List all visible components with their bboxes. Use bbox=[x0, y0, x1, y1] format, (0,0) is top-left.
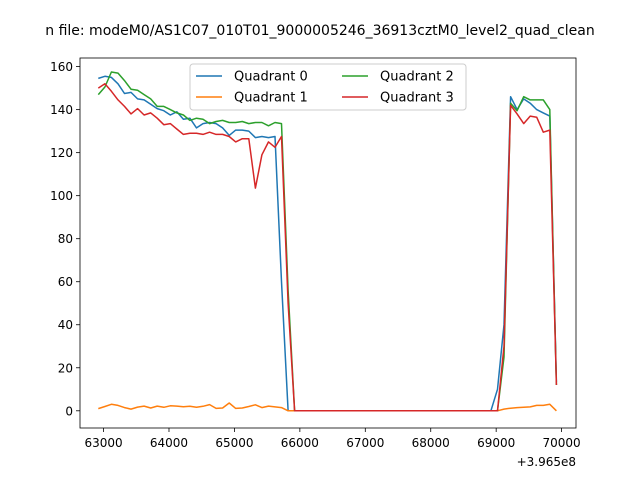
y-tick-label: 0 bbox=[65, 404, 73, 418]
series-line-2 bbox=[97, 71, 558, 412]
legend-label-0: Quadrant 0 bbox=[234, 70, 308, 85]
series-line-0 bbox=[98, 75, 558, 412]
y-axis-ticks: 0 20 40 60 80 100 120 140 160 bbox=[50, 60, 80, 418]
x-tick-label: 68000 bbox=[412, 436, 450, 450]
y-tick-label: 80 bbox=[58, 232, 73, 246]
x-tick-label: 64000 bbox=[150, 436, 188, 450]
y-tick-label: 40 bbox=[58, 318, 73, 332]
series-line-1 bbox=[98, 402, 557, 412]
series-line-3 bbox=[97, 83, 558, 412]
x-tick-label: 63000 bbox=[84, 436, 122, 450]
y-tick-label: 100 bbox=[50, 189, 73, 203]
y-tick-label: 120 bbox=[50, 146, 73, 160]
x-axis-ticks: 63000 64000 65000 66000 67000 68000 69000 70000 bbox=[84, 428, 581, 450]
x-tick-label: 66000 bbox=[281, 436, 319, 450]
chart-title: n file: modeM0/AS1C07_010T01_9000005246_… bbox=[45, 23, 594, 39]
x-tick-label: 67000 bbox=[346, 436, 384, 450]
y-tick-label: 140 bbox=[50, 103, 73, 117]
x-tick-label: 65000 bbox=[215, 436, 253, 450]
x-tick-label: 70000 bbox=[543, 436, 581, 450]
y-tick-label: 20 bbox=[58, 361, 73, 375]
plot-series bbox=[97, 71, 558, 412]
y-tick-label: 60 bbox=[58, 275, 73, 289]
legend-label-3: Quadrant 3 bbox=[380, 91, 454, 106]
plot-frame bbox=[79, 57, 577, 429]
legend: Quadrant 0 Quadrant 1 Quadrant 2 Quadrant 3 bbox=[189, 63, 467, 111]
y-tick-label: 160 bbox=[50, 60, 73, 74]
legend-label-1: Quadrant 1 bbox=[234, 91, 308, 106]
legend-box bbox=[189, 63, 467, 111]
x-tick-label: 69000 bbox=[477, 436, 515, 450]
legend-label-2: Quadrant 2 bbox=[380, 70, 454, 85]
x-offset-label: +3.965e8 bbox=[517, 455, 576, 469]
